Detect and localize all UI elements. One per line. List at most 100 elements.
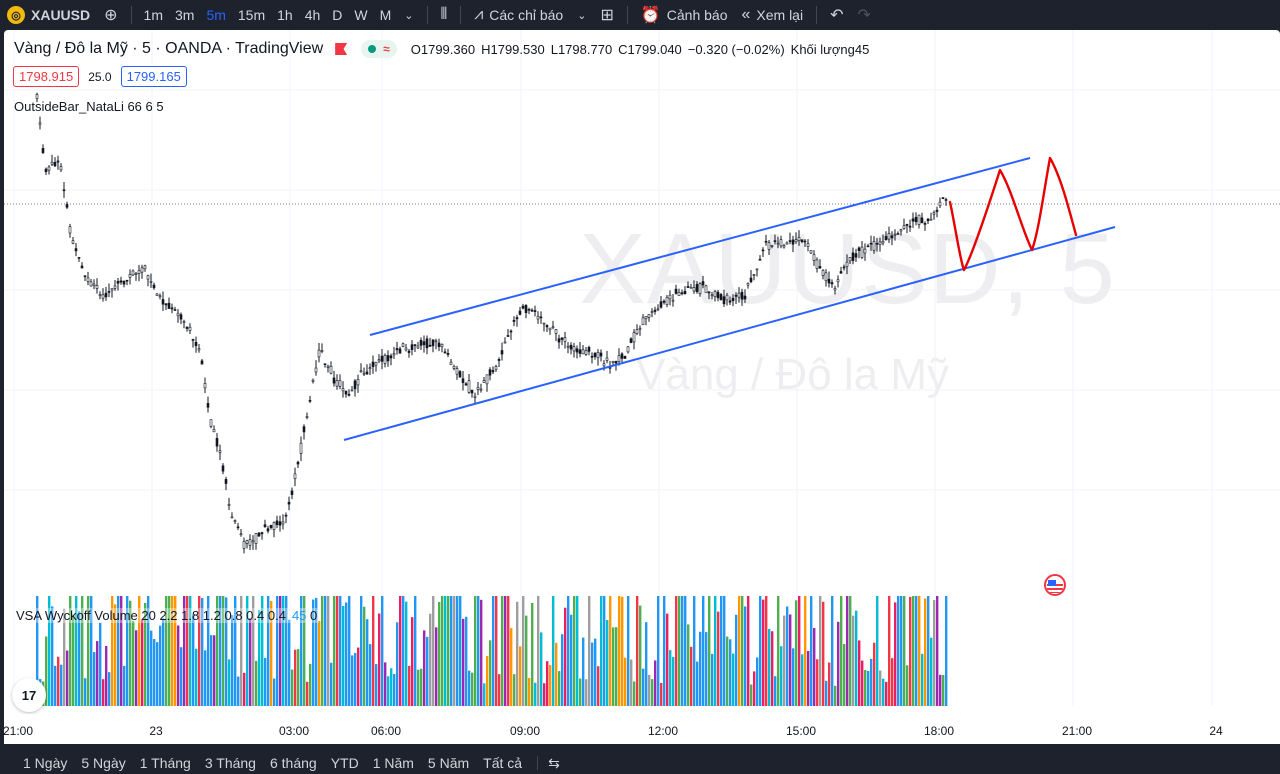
volume-bar	[261, 596, 264, 706]
replay-button[interactable]: « Xem lại	[734, 0, 810, 30]
symbol-button[interactable]: ◎ XAUUSD	[0, 0, 97, 30]
timeframe-menu-button[interactable]: ⌄	[397, 0, 420, 30]
timeframe-D[interactable]: D	[332, 7, 343, 23]
candle-body	[785, 242, 789, 245]
layout-button[interactable]: ⊞	[593, 0, 620, 30]
volume-bar	[126, 596, 129, 706]
range-button[interactable]: YTD	[330, 755, 359, 771]
timeframe-3m[interactable]: 3m	[174, 7, 195, 23]
timeframe-M[interactable]: M	[379, 7, 392, 23]
candle-body	[944, 199, 948, 201]
candle-body	[221, 465, 225, 472]
range-button[interactable]: 5 Năm	[427, 755, 470, 771]
volume-bar	[915, 596, 918, 706]
compare-button[interactable]: ⊕	[97, 0, 124, 30]
volume-bar	[936, 596, 939, 706]
range-button[interactable]: 1 Ngày	[23, 755, 68, 771]
date-range-icon[interactable]: ⇆	[548, 754, 560, 771]
volume-bar	[693, 596, 696, 706]
volume-bar	[516, 601, 519, 706]
range-button[interactable]: 1 Năm	[372, 755, 414, 771]
candle-body	[122, 280, 126, 285]
candle-body	[86, 277, 90, 282]
tradingview-logo-icon[interactable]: 17	[12, 678, 46, 712]
volume-bar	[444, 596, 447, 706]
volume-bar	[423, 630, 426, 706]
volume-bar	[132, 620, 135, 706]
price-chart[interactable]	[4, 30, 1280, 744]
candle-body	[149, 281, 153, 283]
chart-type-button[interactable]: ⫴	[434, 0, 455, 30]
volume-bar	[795, 600, 798, 706]
volume-bar	[276, 596, 279, 706]
candle-body	[518, 310, 522, 315]
redo-button[interactable]: ↷	[850, 0, 877, 30]
candle-body	[74, 248, 78, 252]
candle-body	[677, 292, 681, 296]
candle-body	[311, 379, 315, 382]
volume-bar	[282, 596, 285, 706]
alerts-button[interactable]: ⏰ Cảnh báo	[634, 0, 735, 30]
volume-bar	[852, 615, 855, 706]
candle-body	[362, 372, 366, 375]
volume-bar	[246, 596, 249, 706]
volume-bar	[534, 682, 537, 706]
candle-body	[935, 209, 939, 212]
volume-bar	[495, 596, 498, 706]
vsa-extra: 0	[310, 608, 318, 623]
indicators-button[interactable]: ⩘ Các chỉ báo	[467, 0, 570, 30]
us-economic-event-icon[interactable]	[1044, 574, 1066, 596]
candle-body	[344, 390, 348, 395]
market-status-pill[interactable]: ≈	[361, 40, 397, 58]
candle-body	[614, 360, 618, 364]
volume-bar	[222, 596, 225, 706]
volume-bar	[924, 598, 927, 706]
range-button[interactable]: 3 Tháng	[204, 755, 256, 771]
undo-button[interactable]: ↶	[823, 0, 850, 30]
volume-bar	[327, 596, 330, 706]
timeframe-1m[interactable]: 1m	[143, 7, 163, 23]
timeframe-1h[interactable]: 1h	[277, 7, 293, 23]
volume-bar	[57, 656, 60, 706]
candle-body	[260, 532, 264, 535]
toolbar-divider	[130, 6, 132, 24]
volume-bar	[231, 615, 234, 706]
volume-bar	[321, 596, 324, 706]
buy-button[interactable]: 1799.165	[120, 66, 187, 87]
timeframe-15m[interactable]: 15m	[237, 7, 266, 23]
candle-body	[332, 377, 336, 384]
candle-body	[293, 473, 297, 480]
volume-bar	[681, 596, 684, 706]
candle-body	[641, 317, 645, 326]
candle-body	[620, 353, 624, 359]
timeframe-5m[interactable]: 5m	[206, 7, 226, 23]
vsa-indicator-legend[interactable]: VSA Wyckoff Volume 20 2.2 1.8 1.2 0.8 0.…	[14, 608, 320, 623]
sell-button[interactable]: 1798.915	[13, 66, 80, 87]
range-button[interactable]: 5 Ngày	[81, 755, 126, 771]
candle-body	[407, 350, 411, 353]
candle-body	[842, 266, 846, 269]
candle-body	[512, 319, 516, 322]
timeframe-W[interactable]: W	[354, 7, 368, 23]
candle-body	[872, 241, 876, 251]
flag-icon[interactable]	[335, 43, 348, 55]
indicators-menu-button[interactable]: ⌄	[570, 0, 593, 30]
grid-layout-icon: ⊞	[600, 7, 614, 24]
candle-body	[665, 297, 669, 305]
watermark-description: Vàng / Đô la Mỹ	[636, 350, 950, 399]
range-button[interactable]: 1 Tháng	[139, 755, 191, 771]
indicator-legend[interactable]: OutsideBar_NataLi 66 6 5	[14, 99, 164, 114]
volume-bar	[216, 596, 219, 706]
range-button[interactable]: 6 tháng	[269, 755, 317, 771]
timeframe-4h[interactable]: 4h	[304, 7, 321, 23]
time-axis-label: 06:00	[370, 724, 402, 738]
volume-bar	[672, 656, 675, 706]
chart-pane[interactable]: XAUUSD, 5 Vàng / Đô la Mỹ Vàng / Đô la M…	[4, 30, 1280, 744]
volume-bar	[513, 674, 516, 706]
range-button[interactable]: Tất cả	[483, 755, 523, 771]
ohlc-o: O1799.360	[410, 41, 476, 57]
volume-bar	[576, 596, 579, 706]
toolbar-divider	[816, 6, 818, 24]
volume-bar	[906, 665, 909, 706]
time-axis[interactable]: 21:00 23 03:00 06:00 09:00 12:00 15:00 18:00 21:…	[3, 714, 1280, 744]
